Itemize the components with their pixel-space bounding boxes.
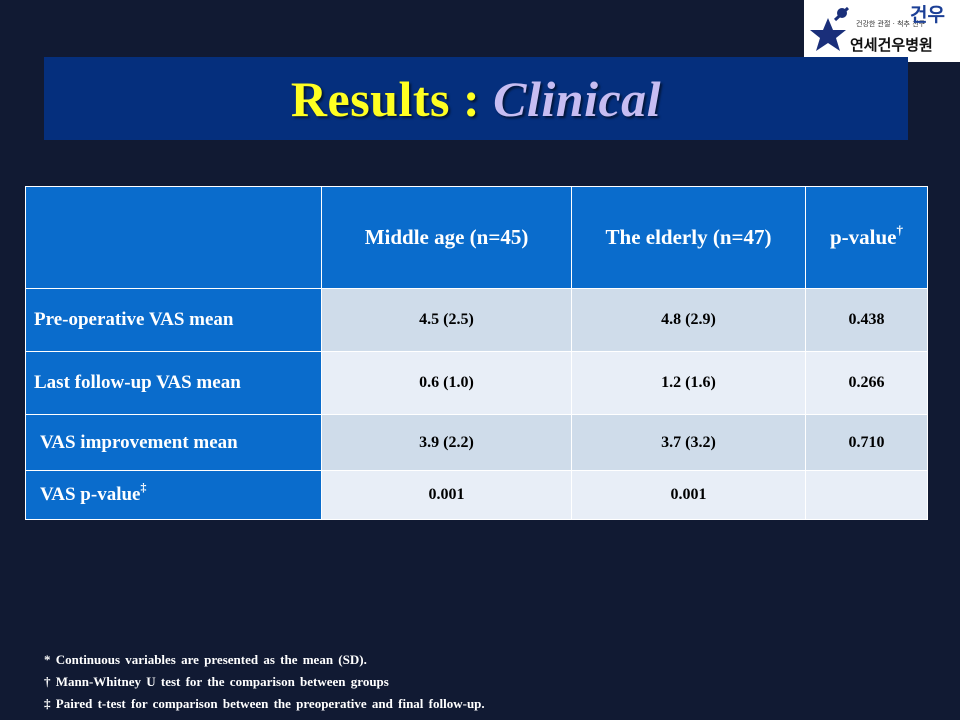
cell-middle-age: 0.001 — [321, 470, 572, 520]
cell-p-value — [805, 470, 928, 520]
cell-elderly: 1.2 (1.6) — [571, 351, 806, 415]
header-p-value: p-value† — [805, 186, 928, 289]
cell-middle-age: 3.9 (2.2) — [321, 414, 572, 471]
row-label: VAS p-value‡ — [25, 470, 322, 520]
cell-p-value: 0.438 — [805, 288, 928, 352]
title-sub: Clinical — [493, 70, 662, 127]
row-label: Pre-operative VAS mean — [25, 288, 322, 352]
cell-elderly: 0.001 — [571, 470, 806, 520]
table-row: Last follow-up VAS mean 0.6 (1.0) 1.2 (1… — [25, 351, 928, 415]
header-elderly: The elderly (n=47) — [571, 186, 806, 289]
footnote-mann-whitney: † Mann-Whitney U test for the comparison… — [44, 674, 389, 689]
header-middle-age: Middle age (n=45) — [321, 186, 572, 289]
table-row: Pre-operative VAS mean 4.5 (2.5) 4.8 (2.… — [25, 288, 928, 352]
table-header-row: Middle age (n=45) The elderly (n=47) p-v… — [25, 186, 928, 289]
slide-title: Results : Clinical — [291, 70, 661, 128]
cell-elderly: 4.8 (2.9) — [571, 288, 806, 352]
logo-brand: 건우 — [910, 4, 945, 26]
header-corner — [25, 186, 322, 289]
footnotes: * Continuous variables are presented as … — [44, 651, 485, 717]
cell-p-value: 0.710 — [805, 414, 928, 471]
hospital-logo: 건강한 관절 · 척추 친구 건우 연세건우병원 — [804, 0, 960, 62]
footnote-sd: * Continuous variables are presented as … — [44, 652, 367, 667]
cell-middle-age: 4.5 (2.5) — [321, 288, 572, 352]
logo-hospital-name: 연세건우병원 — [850, 36, 933, 54]
results-table: Middle age (n=45) The elderly (n=47) p-v… — [25, 186, 928, 520]
title-banner: Results : Clinical — [44, 57, 908, 140]
footnote-paired-t: ‡ Paired t-test for comparison between t… — [44, 696, 485, 711]
cell-elderly: 3.7 (3.2) — [571, 414, 806, 471]
cell-middle-age: 0.6 (1.0) — [321, 351, 572, 415]
row-label: Last follow-up VAS mean — [25, 351, 322, 415]
runner-star-icon — [810, 6, 850, 51]
table-row: VAS p-value‡ 0.001 0.001 — [25, 470, 928, 520]
cell-p-value: 0.266 — [805, 351, 928, 415]
logo-tagline: 건강한 관절 · 척추 친구 — [856, 20, 926, 28]
row-label: VAS improvement mean — [25, 414, 322, 471]
title-main: Results : — [290, 70, 481, 127]
table-row: VAS improvement mean 3.9 (2.2) 3.7 (3.2)… — [25, 414, 928, 471]
